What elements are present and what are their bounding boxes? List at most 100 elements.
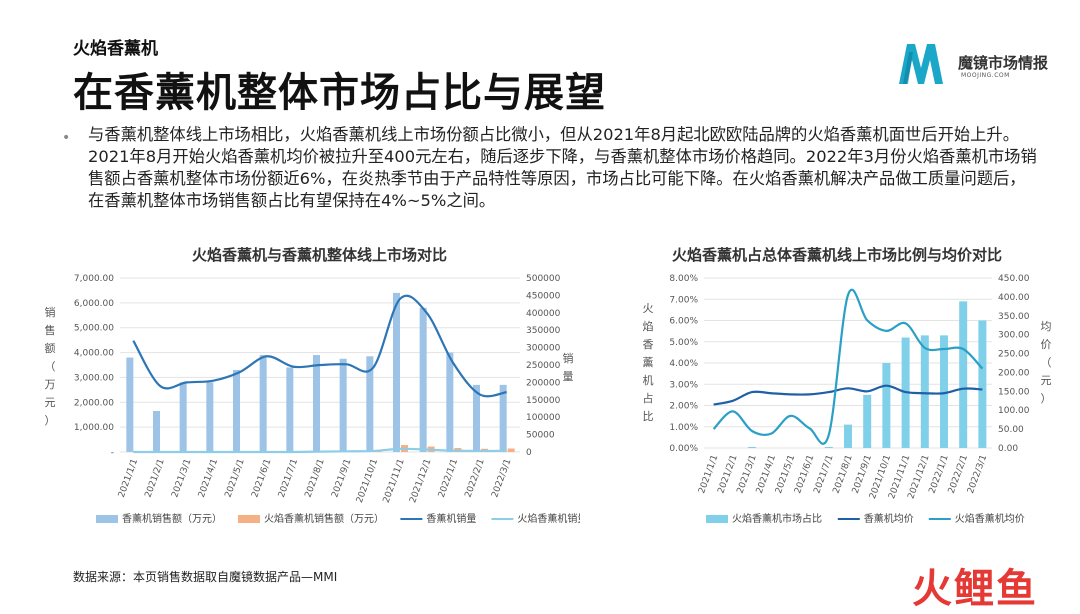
chart1-xtick: 2021/9/1: [330, 458, 353, 499]
summary-paragraph: 与香薰机整体线上市场相比，火焰香薰机线上市场份额占比微小，但从2021年8月起北…: [88, 124, 1038, 212]
chart1-bar: [508, 449, 515, 452]
chart1-legend-label: 火焰香薰机销售额（万元）: [264, 512, 384, 525]
chart1-legend-label: 香薰机销售额（万元）: [122, 512, 222, 525]
logo-url: MOOJING.COM: [961, 72, 1010, 79]
chart1-ytick-right: 450000: [526, 291, 561, 301]
chart2-ytick-right: 150.00: [998, 387, 1030, 397]
chart1-ytick-left: 4,000.00: [74, 349, 114, 359]
chart1-xtick: 2021/5/1: [224, 458, 247, 499]
chart1-ytick-right: 250000: [526, 361, 561, 371]
chart2-title: 火焰香薰机占总体香薰机线上市场比例与均价对比: [672, 244, 1002, 265]
chart1-ytick-right: 300000: [526, 344, 561, 354]
chart1-ytick-left: 3,000.00: [74, 373, 114, 383]
chart1-ylabel-left: 万: [45, 378, 56, 391]
chart1-bar: [153, 411, 160, 452]
chart1-ytick-right: 150000: [526, 396, 561, 406]
chart1-ylabel-left: 额: [45, 342, 56, 355]
chart2-ytick-right: 300.00: [998, 331, 1030, 341]
chart2-ytick-left: 3.00%: [669, 380, 698, 390]
chart2-ytick-left: 4.00%: [669, 359, 698, 369]
chart1-xtick: 2021/12/1: [408, 458, 433, 505]
chart1-xtick: 2021/2/1: [144, 458, 167, 499]
chart2-bar: [959, 301, 967, 448]
chart1-xtick: 2021/6/1: [250, 458, 273, 499]
chart1-xtick: 2021/10/1: [355, 458, 380, 505]
chart1-bar: [340, 359, 347, 452]
chart1-ylabel-right: 销: [563, 351, 574, 365]
chart1-ytick-right: 400000: [526, 309, 561, 319]
chart2-legend-swatch: [706, 515, 728, 523]
watermark-logo: 火鲤鱼: [912, 556, 1038, 614]
chart1-legend-label: 火焰香薰机销量: [517, 512, 580, 525]
chart1-legend-swatch: [96, 515, 118, 523]
chart2-ytick-left: 8.00%: [669, 274, 698, 284]
chart2-bar: [825, 447, 833, 448]
chart1-legend-label: 香薰机销量: [426, 512, 476, 525]
page-title: 在香薰机整体市场占比与展望: [73, 60, 606, 118]
chart1-bar: [260, 355, 267, 452]
chart2-legend-label: 火焰香薰机均价: [955, 512, 1025, 525]
chart1-xtick: 2021/1/1: [117, 458, 140, 499]
chart1-ylabel-left: 销: [45, 305, 56, 319]
chart1-xtick: 2021/11/1: [382, 458, 407, 505]
chart2-ytick-right: 350.00: [998, 312, 1030, 322]
chart1-ytick-left: 6,000.00: [74, 299, 114, 309]
chart1-xtick: 2021/4/1: [197, 458, 220, 499]
chart1-xtick: 2022/3/1: [490, 458, 513, 499]
chart1-ytick-right: 200000: [526, 378, 561, 388]
chart1-xtick: 2021/8/1: [304, 458, 327, 499]
chart1-bar: [180, 382, 187, 452]
chart2-ylabel-left: 机: [643, 373, 654, 387]
chart1-bar: [313, 355, 320, 452]
chart1-ylabel-left: ）: [45, 414, 56, 427]
chart1-bar: [393, 293, 400, 452]
chart1-xtick: 2021/7/1: [277, 458, 300, 499]
chart2-ytick-left: 2.00%: [669, 402, 698, 412]
chart2-ytick-right: 50.00: [998, 425, 1024, 435]
data-source-note: 数据来源：本页销售数据取自魔镜数据产品—MMI: [73, 568, 337, 585]
page-subtitle: 火焰香薰机: [73, 34, 158, 59]
chart2-ylabel-left: 占: [643, 391, 654, 405]
chart2-ytick-right: 250.00: [998, 350, 1030, 360]
chart1-bar: [126, 358, 133, 452]
chart1-ytick-left: 2,000.00: [74, 398, 114, 408]
chart2-ylabel-left: 比: [643, 410, 654, 423]
chart1-ylabel-left: （: [45, 360, 56, 373]
chart2-xtick: 2022/3/1: [966, 454, 989, 495]
chart1-bar: [286, 367, 293, 452]
chart1-svg: -1,000.002,000.003,000.004,000.005,000.0…: [40, 268, 580, 568]
chart2-ylabel-left: 香: [643, 338, 654, 351]
chart1-ytick-right: 0: [526, 448, 532, 458]
chart1-bar: [500, 385, 507, 452]
chart2-ylabel-right: （: [1041, 356, 1052, 369]
chart1-title: 火焰香薰机与香薰机整体线上市场对比: [192, 244, 447, 265]
chart2-ylabel-right: 元: [1041, 374, 1052, 387]
chart2-ylabel-right: 均: [1041, 320, 1052, 333]
chart1-bar: [206, 382, 213, 452]
chart1-xtick: 2021/3/1: [170, 458, 193, 499]
chart2-ytick-left: 0.00%: [669, 444, 698, 454]
chart1-ytick-left: -: [111, 448, 114, 458]
chart1-ytick-right: 500000: [526, 274, 561, 284]
chart1-ylabel-left: 元: [45, 396, 56, 409]
chart2-bar: [863, 395, 871, 448]
chart2-ylabel-left: 火: [643, 302, 654, 315]
chart1-legend-swatch: [238, 515, 260, 523]
chart1-bar: [446, 353, 453, 452]
chart2-bar: [978, 321, 986, 449]
chart2-ytick-right: 0.00: [998, 444, 1018, 454]
chart1-bar: [233, 370, 240, 452]
chart1-bar: [420, 308, 427, 452]
chart2-legend-label: 火焰香薰机市场占比: [732, 512, 822, 525]
chart1-ytick-left: 7,000.00: [74, 274, 114, 284]
chart1-ytick-right: 100000: [526, 413, 561, 423]
chart2-ytick-left: 7.00%: [669, 295, 698, 305]
chart1-ytick-left: 1,000.00: [74, 423, 114, 433]
chart2-ylabel-right: ）: [1041, 392, 1052, 405]
bullet-dot: •: [62, 130, 70, 146]
chart2-ylabel-left: 薰: [643, 355, 654, 369]
chart2-ytick-right: 200.00: [998, 368, 1030, 378]
chart1-ylabel-right: 量: [563, 370, 574, 383]
chart2-ytick-left: 1.00%: [669, 423, 698, 433]
chart2-bar: [844, 425, 852, 448]
